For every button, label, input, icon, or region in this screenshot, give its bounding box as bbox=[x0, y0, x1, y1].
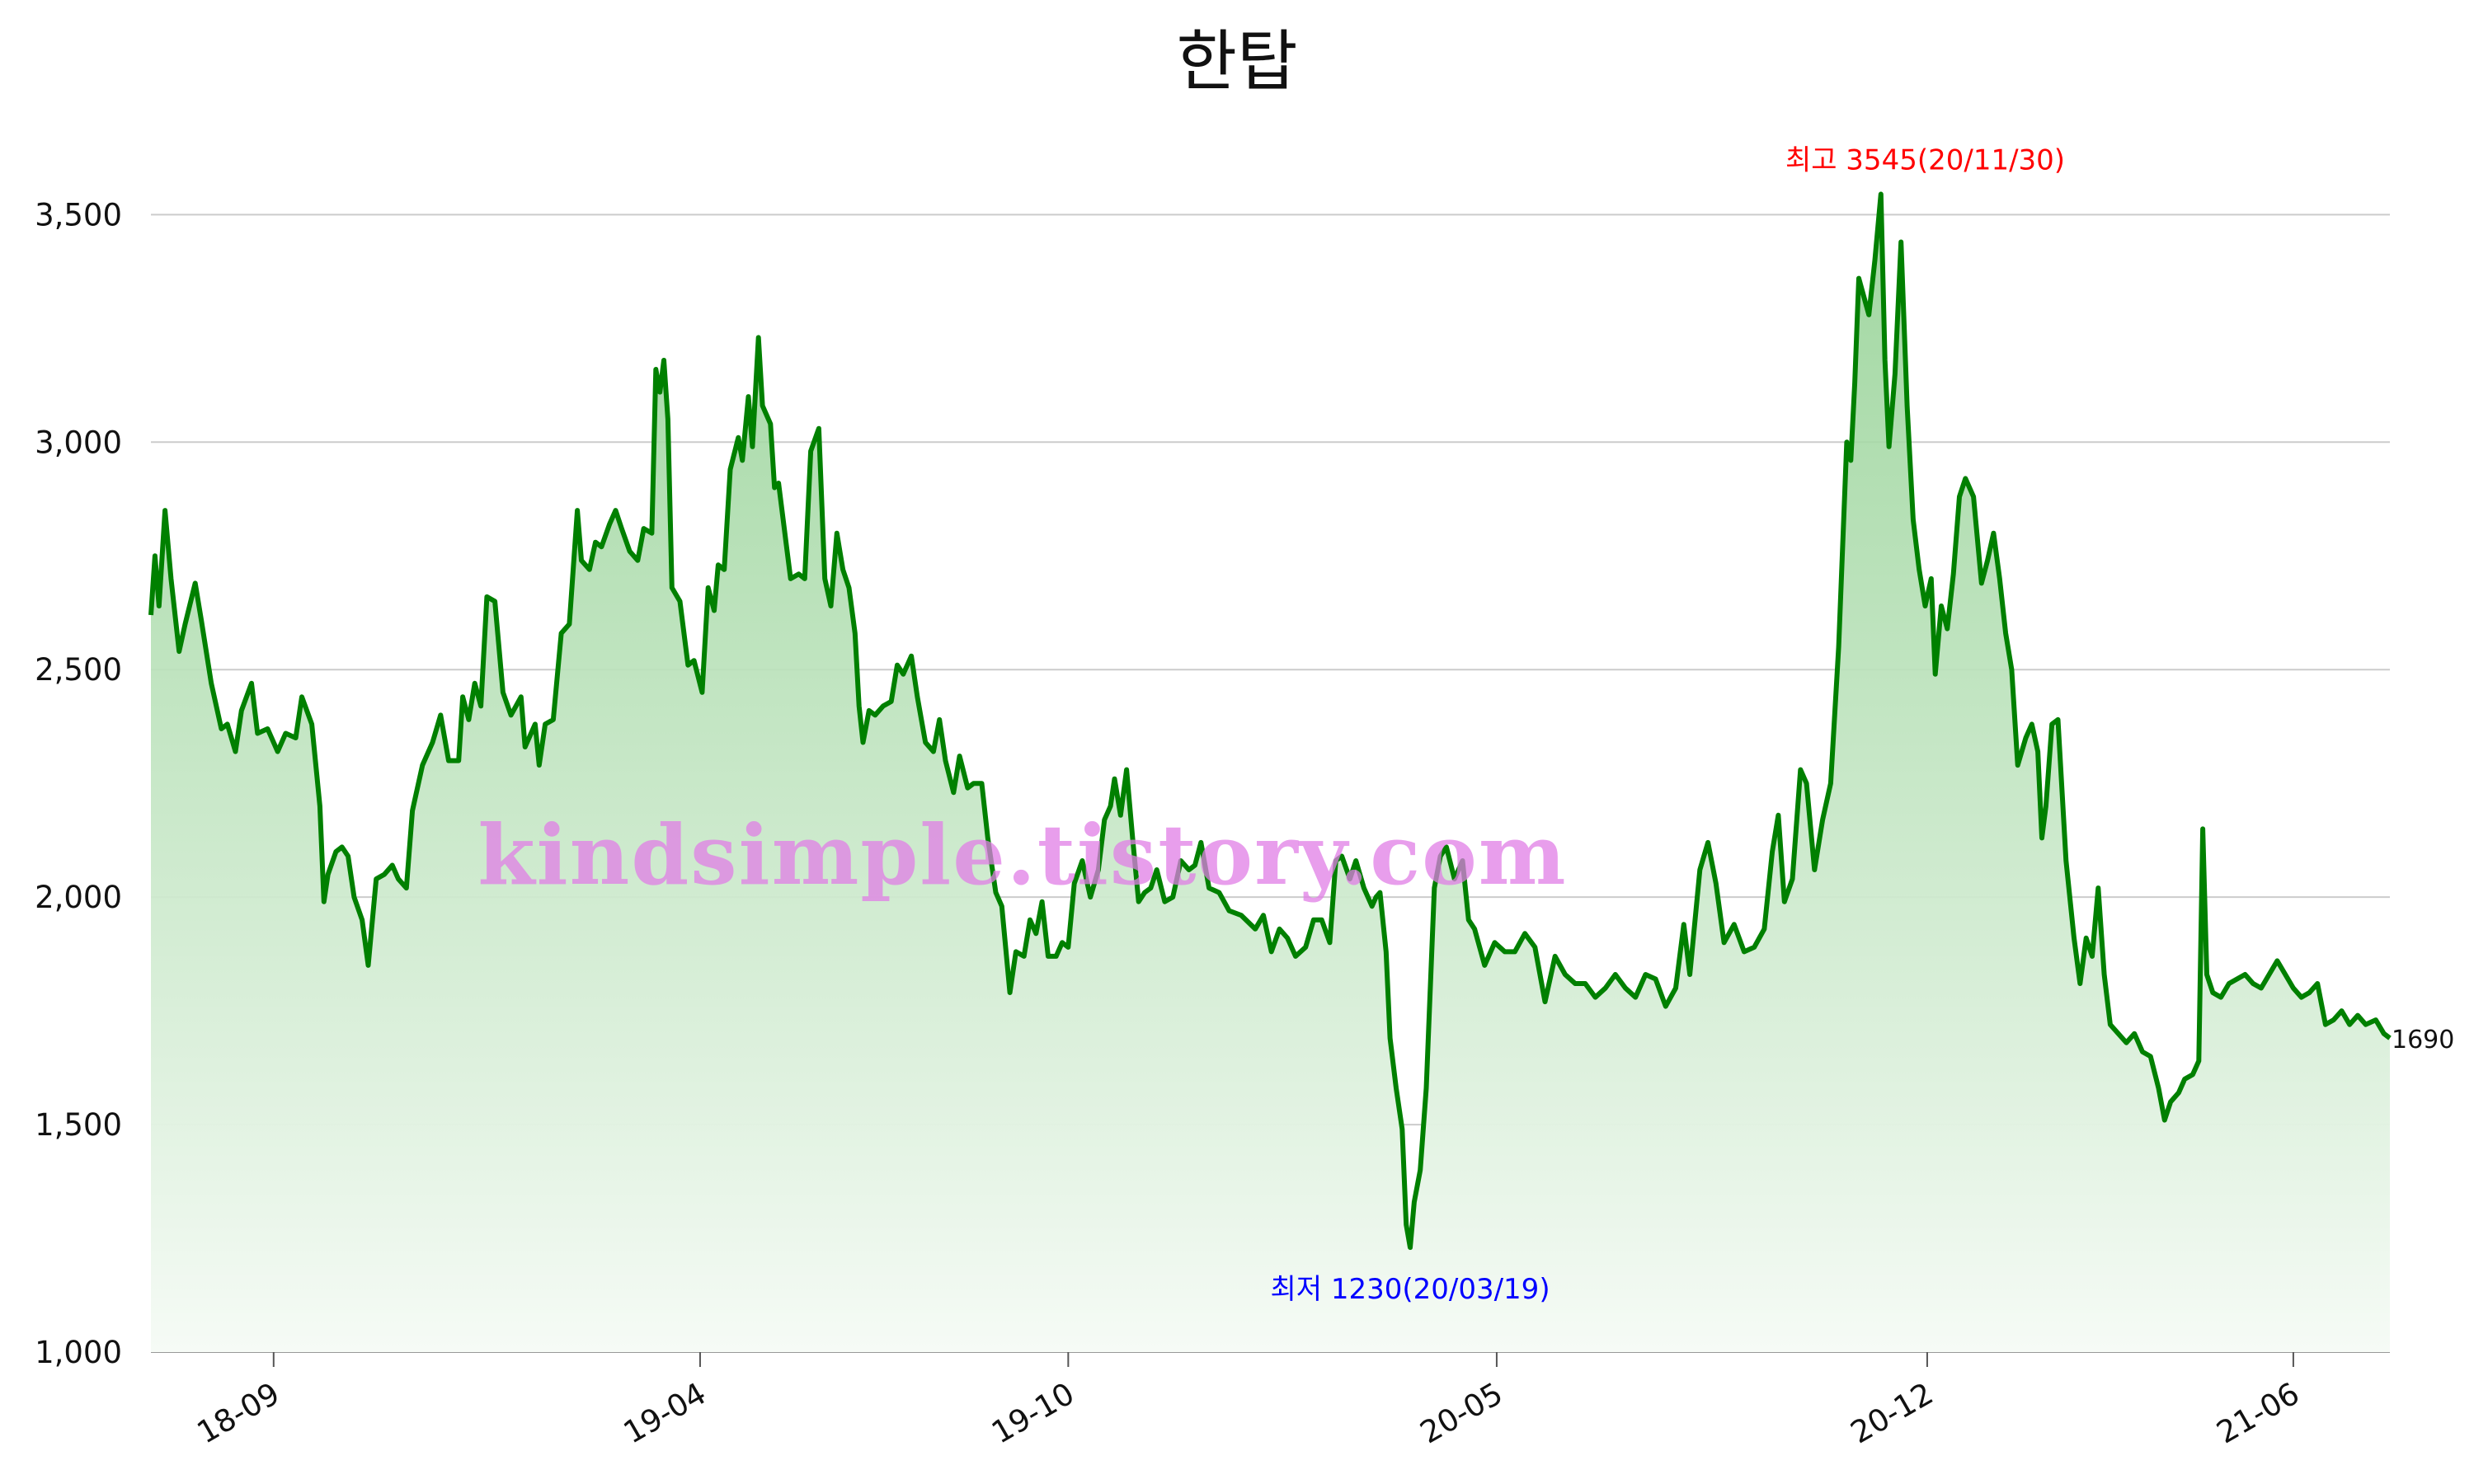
y-tick-label: 3,000 bbox=[35, 425, 122, 460]
x-axis: 18-09 19-04 19-10 20-05 20-12 21-06 bbox=[191, 1352, 2306, 1451]
y-tick-label: 3,500 bbox=[35, 197, 122, 232]
watermark-text: kindsimple.tistory.com bbox=[477, 806, 1567, 904]
x-tick-label: 21-06 bbox=[2211, 1376, 2306, 1451]
y-tick-label: 2,000 bbox=[35, 880, 122, 915]
x-tick-label: 20-12 bbox=[1845, 1376, 1940, 1451]
y-tick-label: 1,500 bbox=[35, 1107, 122, 1143]
y-tick-label: 2,500 bbox=[35, 652, 122, 688]
y-tick-label: 1,000 bbox=[35, 1335, 122, 1370]
x-tick-label: 20-05 bbox=[1414, 1376, 1509, 1451]
min-annotation: 최저 1230(20/03/19) bbox=[1270, 1273, 1550, 1306]
y-axis: 1,000 1,500 2,000 2,500 3,000 3,500 bbox=[35, 197, 122, 1370]
price-line bbox=[148, 191, 2392, 1251]
x-tick-label: 19-10 bbox=[985, 1376, 1080, 1451]
last-value-annotation: 1690 bbox=[2392, 1026, 2454, 1054]
x-tick-label: 18-09 bbox=[191, 1376, 286, 1451]
x-tick-label: 19-04 bbox=[618, 1376, 713, 1451]
max-annotation: 최고 3545(20/11/30) bbox=[1785, 144, 2065, 177]
area-fill bbox=[151, 194, 2390, 1352]
chart-title: 한탑 bbox=[1176, 23, 1298, 100]
